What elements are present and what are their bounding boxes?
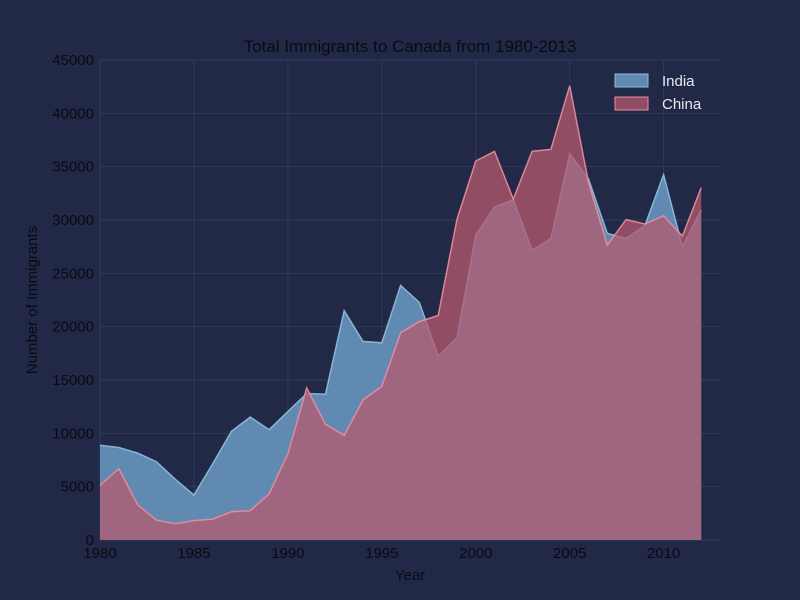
chart-title: Total Immigrants to Canada from 1980-201… <box>244 37 577 56</box>
y-tick-label: 45000 <box>52 52 94 69</box>
area-series <box>99 85 702 541</box>
y-tick-label: 30000 <box>52 212 94 229</box>
y-tick-label: 35000 <box>52 159 94 176</box>
x-tick-label: 2000 <box>459 545 492 562</box>
y-tick-label: 25000 <box>52 265 94 282</box>
y-tick-label: 40000 <box>52 105 94 122</box>
legend: India China <box>614 73 702 113</box>
line-china <box>99 85 702 525</box>
line-india <box>99 152 702 497</box>
y-tick-label: 10000 <box>52 425 94 442</box>
legend-swatch-india <box>614 73 649 88</box>
y-tick-label: 0 <box>86 532 94 549</box>
area-china <box>100 85 702 541</box>
legend-label-india: India <box>662 73 695 90</box>
y-tick-label: 15000 <box>52 372 94 389</box>
x-tick-label: 2005 <box>553 545 586 562</box>
x-axis-ticks: 1980 1985 1990 1995 2000 2005 2010 <box>83 545 680 562</box>
y-axis-label: Number of Immigrants <box>24 226 41 374</box>
y-tick-label: 20000 <box>52 319 94 336</box>
legend-label-china: China <box>662 96 702 113</box>
x-tick-label: 1980 <box>83 545 116 562</box>
x-tick-label: 1990 <box>271 545 304 562</box>
x-tick-label: 1985 <box>177 545 210 562</box>
x-axis-label: Year <box>395 567 425 584</box>
y-tick-label: 5000 <box>61 479 94 496</box>
x-tick-label: 1995 <box>365 545 398 562</box>
legend-swatch-china <box>614 96 649 111</box>
x-tick-label: 2010 <box>647 545 680 562</box>
y-axis-ticks: 0 5000 10000 15000 20000 25000 30000 35000 40000… <box>52 52 94 549</box>
